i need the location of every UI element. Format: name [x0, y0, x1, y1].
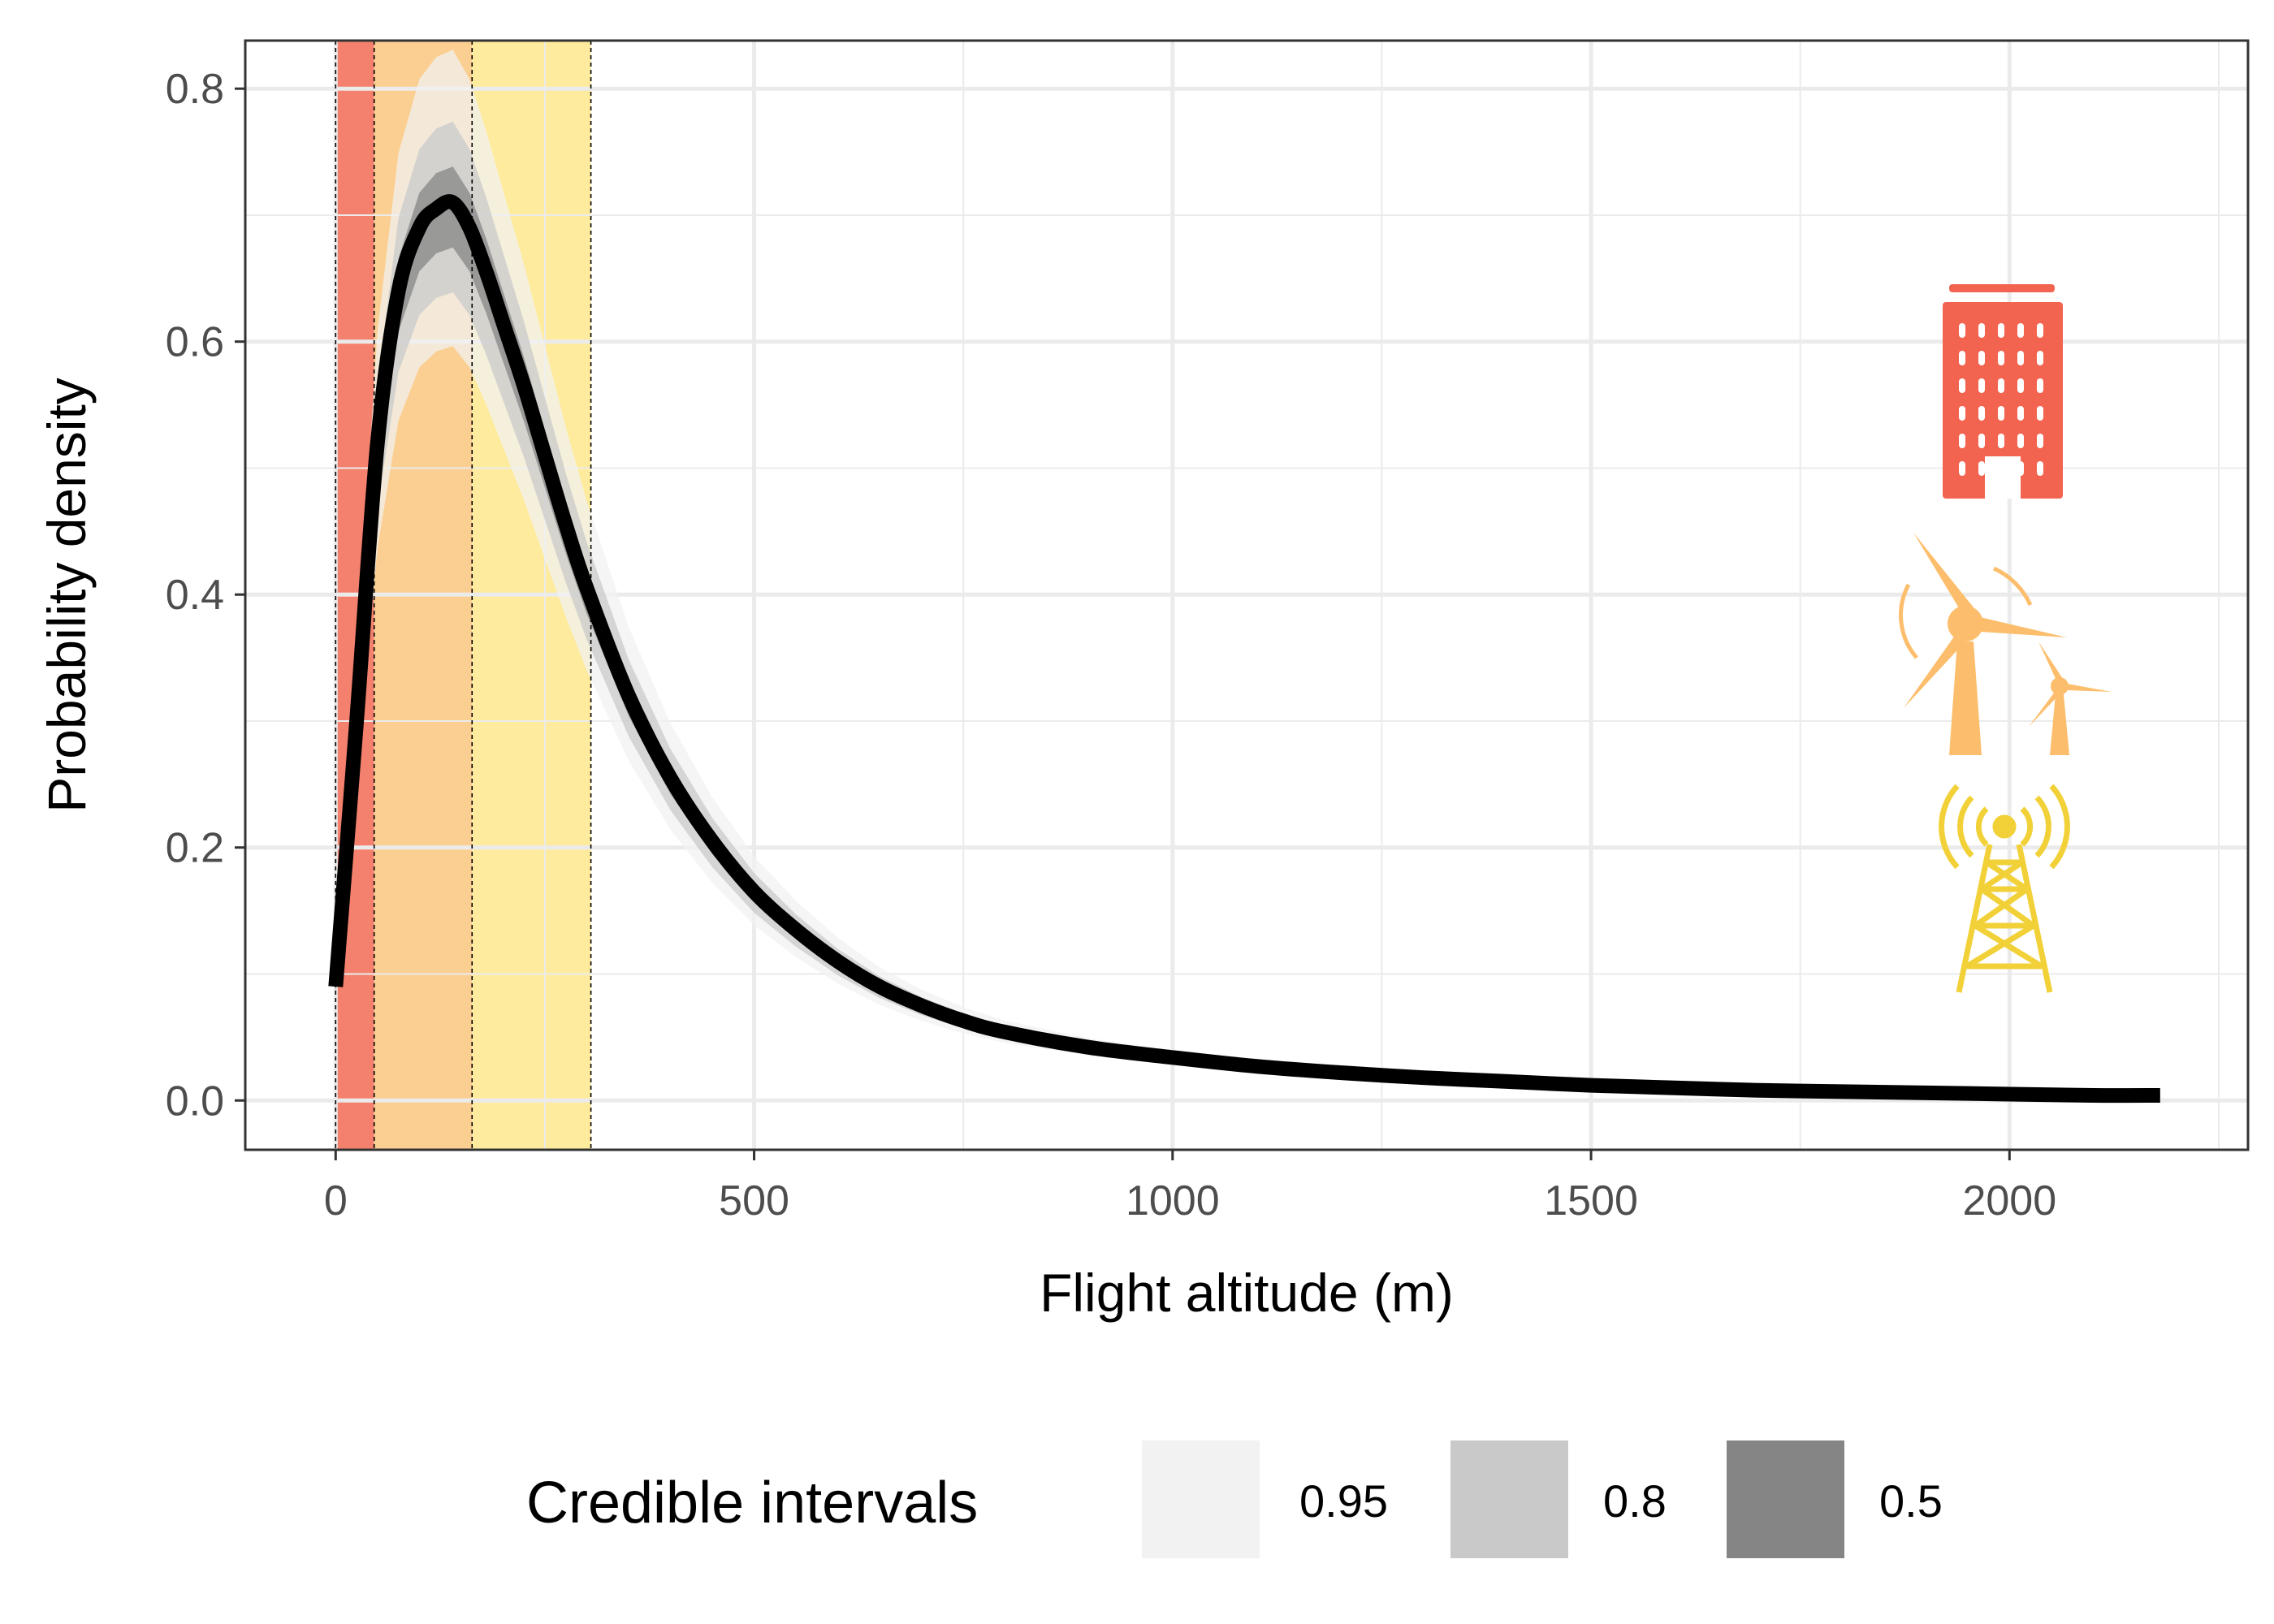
legend-label: 0.8 — [1603, 1475, 1667, 1527]
x-tick-label: 0 — [324, 1177, 348, 1224]
building-icon — [1943, 284, 2063, 499]
legend-label: 0.95 — [1299, 1475, 1388, 1527]
x-tick-label: 1000 — [1126, 1177, 1220, 1224]
ribbon-0.95 — [335, 50, 2160, 1101]
y-tick-label: 0.2 — [166, 825, 224, 872]
credible-interval-ribbons — [335, 50, 2160, 1101]
wind-turbine-icon — [1899, 533, 2112, 755]
legend-key-0.8 — [1450, 1440, 1568, 1558]
legend-key-0.95 — [1142, 1440, 1260, 1558]
radio-tower-icon — [1939, 784, 2070, 993]
y-axis-label: Probability density — [37, 378, 97, 813]
ribbon-0.8 — [335, 121, 2160, 1101]
y-tick-label: 0.4 — [166, 572, 224, 619]
axis-ticks: 0 500 1000 1500 2000 0.0 0.2 0.4 0.6 0.8 — [166, 66, 2056, 1224]
structure-icons — [1899, 284, 2112, 993]
legend: Credible intervals 0.95 0.8 0.5 — [526, 1440, 1943, 1558]
x-tick-label: 1500 — [1544, 1177, 1638, 1224]
x-axis-label: Flight altitude (m) — [1040, 1263, 1454, 1323]
legend-label: 0.5 — [1879, 1475, 1943, 1527]
grid — [245, 41, 2248, 1150]
legend-key-0.5 — [1727, 1440, 1844, 1558]
legend-title: Credible intervals — [526, 1471, 978, 1535]
y-tick-label: 0.0 — [166, 1078, 224, 1125]
y-tick-label: 0.8 — [166, 66, 224, 113]
density-line — [328, 194, 2160, 1104]
density-curve — [328, 194, 2160, 1104]
x-tick-label: 2000 — [1962, 1177, 2056, 1224]
x-tick-label: 500 — [719, 1177, 789, 1224]
y-tick-label: 0.6 — [166, 319, 224, 366]
